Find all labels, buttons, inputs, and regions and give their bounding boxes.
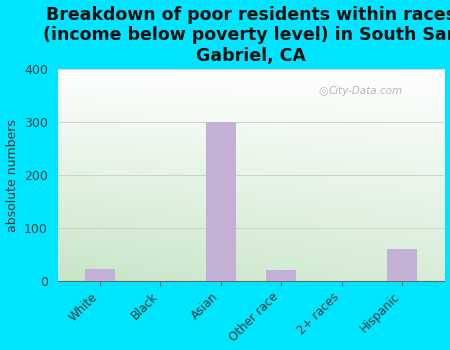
Bar	[266, 270, 297, 281]
Bar	[387, 249, 417, 281]
Y-axis label: absolute numbers: absolute numbers	[5, 119, 18, 232]
Text: ◎: ◎	[319, 85, 328, 95]
Bar	[206, 122, 236, 281]
Bar	[85, 269, 115, 281]
Title: Breakdown of poor residents within races
(income below poverty level) in South S: Breakdown of poor residents within races…	[43, 6, 450, 65]
Text: City-Data.com: City-Data.com	[328, 86, 403, 96]
